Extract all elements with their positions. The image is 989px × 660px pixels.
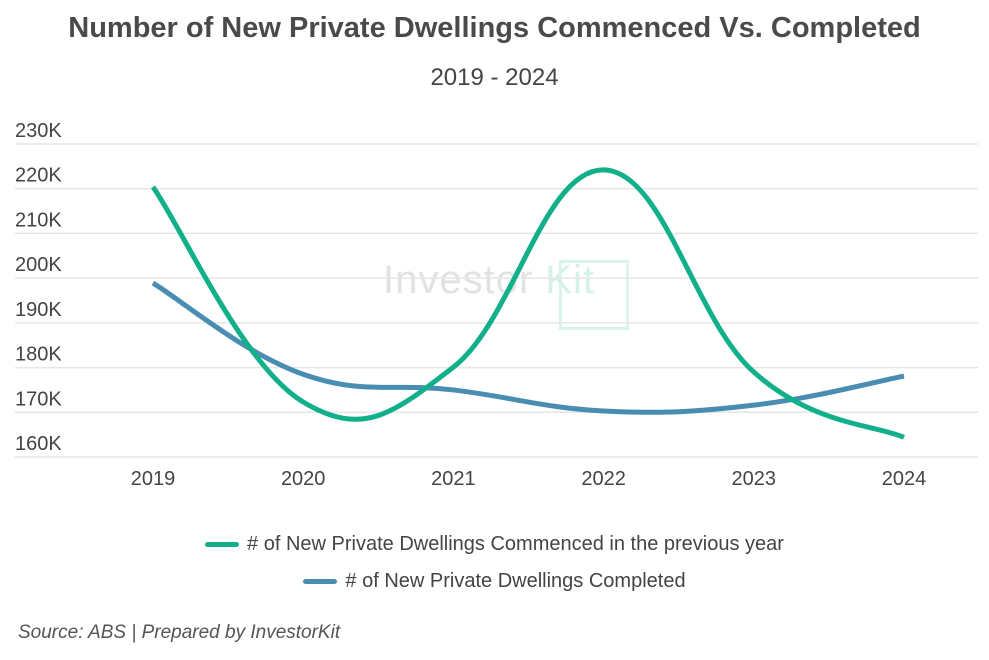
series-line-completed: [151, 280, 905, 415]
legend-label-completed: # of New Private Dwellings Completed: [345, 570, 686, 592]
y-tick-label: 170K: [15, 388, 62, 410]
y-tick-label: 230K: [15, 120, 62, 142]
chart-area: 160K 170K 180K 190K 200K 210K 220K 230K 2019 2020…: [15, 120, 978, 490]
series-line-commenced: [150, 167, 905, 440]
x-tick-label: 2021: [431, 468, 476, 490]
y-tick-label: 190K: [15, 299, 62, 321]
x-tick-label: 2024: [882, 468, 927, 490]
legend-swatch-completed: [303, 579, 338, 585]
y-tick-label: 160K: [15, 433, 62, 455]
watermark-box: [559, 260, 629, 330]
chart-title: Number of New Private Dwellings Commence…: [68, 12, 921, 44]
legend-item-commenced: # of New Private Dwellings Commenced in …: [0, 533, 989, 556]
y-tick-label: 200K: [15, 254, 62, 276]
x-tick-label: 2022: [581, 468, 626, 490]
x-tick-label: 2023: [732, 468, 777, 490]
chart-subtitle: 2019 - 2024: [430, 64, 559, 91]
x-tick-label: 2020: [281, 468, 326, 490]
legend-swatch-commenced: [205, 542, 240, 548]
legend-label-commenced: # of New Private Dwellings Commenced in …: [247, 533, 784, 555]
source-note: Source: ABS | Prepared by InvestorKit: [18, 622, 341, 643]
legend-item-completed: # of New Private Dwellings Completed: [0, 570, 989, 593]
x-tick-label: 2019: [131, 468, 176, 490]
y-tick-label: 210K: [15, 209, 62, 231]
y-tick-label: 180K: [15, 344, 62, 366]
y-tick-label: 220K: [15, 165, 62, 187]
